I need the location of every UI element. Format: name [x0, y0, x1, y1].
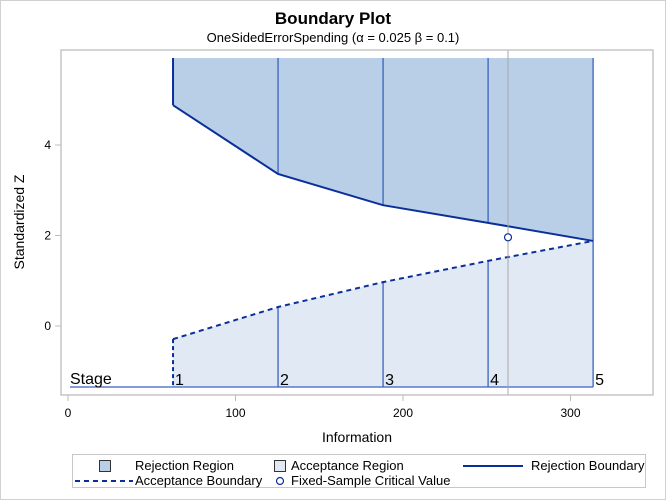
- legend-label: Rejection Region: [135, 458, 235, 473]
- rejection-boundary-line: [172, 104, 594, 242]
- stage-number: 3: [385, 372, 394, 389]
- x-tick-label: 300: [560, 406, 580, 420]
- x-tick-label: 200: [393, 406, 413, 420]
- legend: Rejection Region Acceptance Region Rejec…: [72, 454, 646, 488]
- boundaries-layer: [172, 58, 594, 387]
- stage-number: 1: [175, 372, 184, 389]
- legend-item-rejection-region: Rejection Region: [73, 458, 263, 473]
- stage-number: 4: [490, 372, 499, 389]
- x-axis-label: Information: [322, 429, 392, 445]
- stage-lines-layer: 1 2 3 4 5: [70, 58, 604, 389]
- chart-title: Boundary Plot: [274, 9, 392, 28]
- legend-item-fixed-sample: Fixed-Sample Critical Value: [263, 473, 483, 488]
- legend-item-acceptance-boundary: Acceptance Boundary: [73, 473, 263, 488]
- x-tick-label: 100: [225, 406, 245, 420]
- solid-line-icon: [463, 465, 523, 467]
- chart-subtitle: OneSidedErrorSpending (α = 0.025 β = 0.1…: [206, 30, 460, 45]
- legend-label: Acceptance Region: [291, 458, 404, 473]
- stage-number: 5: [595, 372, 604, 389]
- y-tick-label: 0: [44, 319, 51, 333]
- plot-frame: [60, 49, 654, 396]
- acceptance-region-swatch-icon: [274, 460, 286, 472]
- stage-number: 2: [280, 372, 289, 389]
- legend-label: Rejection Boundary: [531, 458, 645, 473]
- legend-label: Fixed-Sample Critical Value: [291, 473, 451, 488]
- dashed-line-icon: [75, 480, 133, 482]
- y-axis-label: Standardized Z: [11, 174, 27, 269]
- reference-line-layer: [503, 50, 513, 395]
- x-tick-label: 0: [65, 406, 72, 420]
- rejection-region-swatch-icon: [99, 460, 111, 472]
- acceptance-boundary-line: [172, 239, 594, 341]
- stage-label: Stage: [70, 371, 112, 388]
- legend-item-rejection-boundary: Rejection Boundary: [453, 458, 645, 473]
- y-tick-label: 4: [44, 138, 51, 152]
- frame-rect: [60, 49, 654, 396]
- fixed-sample-marker: [503, 233, 513, 242]
- axes-layer: 0 100 200 300 0 2 4: [44, 138, 581, 420]
- legend-label: Acceptance Boundary: [135, 473, 263, 488]
- y-tick-label: 2: [44, 229, 51, 243]
- circle-marker-icon: [275, 476, 285, 486]
- legend-item-acceptance-region: Acceptance Region: [263, 458, 453, 473]
